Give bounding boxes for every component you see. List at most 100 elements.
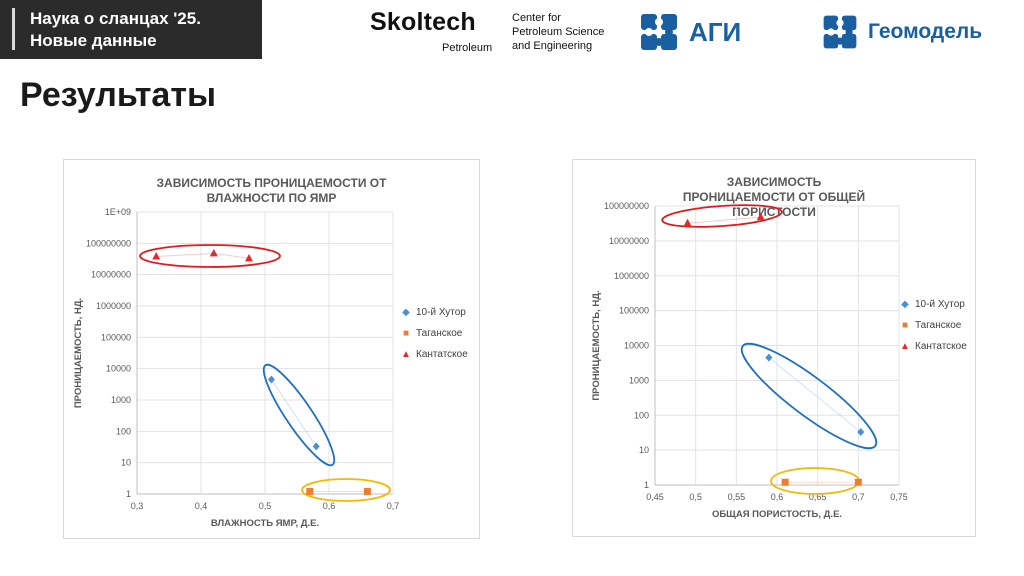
chart-2-legend: ◆ 10-й Хутор ■ Таганское ▲ Кантатское [899,294,967,357]
data-point-triangle [209,248,218,257]
banner-line-1: Наука о сланцах '25. [30,9,201,28]
x-tick-label: 0,3 [131,501,144,511]
legend-item: ■ Таганское [400,323,468,344]
skoltech-center-text: Center for Petroleum Science and Enginee… [512,11,604,53]
event-banner: Наука о сланцах '25. Новые данные [0,0,262,59]
chart-1-plot: 1 10 100 1000 10000 100000 1000000 10000000 1000… [73,207,400,529]
y-tick-label: 10000000 [91,270,131,280]
y-tick-label: 1000000 [614,271,649,281]
x-tick-label: 0,4 [195,501,208,511]
skoltech-sub: Petroleum [442,42,493,54]
banner-accent-bar [12,8,15,50]
diamond-marker-icon: ◆ [402,307,410,318]
legend-item: ■ Таганское [899,315,967,336]
y-tick-label: 10 [121,458,131,468]
data-point-diamond [267,375,275,384]
x-tick-label: 0,45 [646,492,664,502]
chart-panel-moisture: ЗАВИСИМОСТЬ ПРОНИЦАЕМОСТИ ОТ ВЛАЖНОСТИ П… [63,159,480,539]
trend-line [156,252,250,259]
y-tick-label: 1000000 [96,301,131,311]
group-ellipse-red [139,244,281,268]
y-tick-label: 10000000 [609,236,649,246]
trend-line [768,357,862,433]
chart-2-plot: 1 10 100 1000 10000 100000 1000000 10000000 1000… [591,201,908,520]
legend-item: ▲ Кантатское [899,336,967,357]
legend-label: Таганское [915,320,962,331]
legend-label: 10-й Хутор [915,299,965,310]
y-tick-label: 1000 [629,375,649,385]
x-tick-label: 0,7 [852,492,865,502]
y-tick-label: 1000 [111,395,131,405]
legend-label: 10-й Хутор [416,307,466,318]
x-tick-label: 0,7 [387,501,400,511]
group-ellipse-yellow [301,478,391,502]
data-point-square [363,488,371,496]
data-point-diamond [765,353,773,362]
y-axis-title: ПРОНИЦАЕМОСТЬ, НД. [73,298,84,408]
x-axis-title: ВЛАЖНОСТЬ ЯМР, Д.Е. [211,518,319,529]
data-point-triangle [245,253,253,262]
x-tick-label: 0,65 [809,492,827,502]
geomodel-name: Геомодель [868,20,983,43]
agi-puzzle-icon [641,14,677,50]
geomodel-puzzle-icon [823,15,857,49]
legend-item: ▲ Кантатское [400,344,468,365]
data-point-triangle [152,252,161,260]
square-marker-icon: ■ [402,328,410,339]
trend-line [687,216,761,224]
skoltech-name: Skoltech [370,8,476,36]
chart-1-legend: ◆ 10-й Хутор ■ Таганское ▲ Кантатское [400,302,468,365]
y-tick-label: 1 [644,480,649,490]
square-marker-icon: ■ [901,320,909,331]
y-axis-title: ПРОНИЦАЕМОСТЬ, НД. [591,290,602,400]
data-point-triangle [683,218,692,227]
triangle-marker-icon: ▲ [401,349,411,360]
y-tick-label: 1E+09 [105,207,131,217]
x-tick-label: 0,5 [689,492,702,502]
legend-item: ◆ 10-й Хутор [899,294,967,315]
y-tick-label: 10 [639,445,649,455]
triangle-marker-icon: ▲ [900,341,910,352]
chart-panel-porosity: ЗАВИСИМОСТЬ ПРОНИЦАЕМОСТИ ОТ ОБЩЕЙ ПОРИС… [572,159,976,537]
x-tick-label: 0,55 [728,492,746,502]
skoltech-center-line-2: Petroleum Science [512,26,605,38]
x-tick-label: 0,6 [323,501,336,511]
skoltech-center-line-1: Center for [512,12,561,24]
y-tick-label: 100 [634,410,649,420]
x-tick-label: 0,5 [259,501,272,511]
banner-line-2: Новые данные [30,31,157,50]
x-tick-label: 0,75 [890,492,908,502]
y-tick-label: 100000 [619,306,649,316]
y-tick-label: 10000 [624,341,649,351]
skoltech-center-line-3: and Engineering [512,40,593,52]
y-tick-label: 10000 [106,364,131,374]
legend-item: ◆ 10-й Хутор [400,302,468,323]
group-ellipse-red [661,204,783,228]
x-tick-label: 0,6 [771,492,784,502]
legend-label: Кантатское [915,341,967,352]
legend-label: Кантатское [416,349,468,360]
chart-1-title: ЗАВИСИМОСТЬ ПРОНИЦАЕМОСТИ ОТ ВЛАЖНОСТИ П… [156,176,387,205]
trend-line [270,379,317,447]
data-point-square [306,488,314,496]
agi-name: АГИ [689,16,742,47]
y-tick-label: 100000 [101,332,131,342]
skoltech-logo: Skoltech Petroleum Center for Petroleum … [370,8,620,58]
data-point-diamond [857,428,865,437]
data-point-triangle [756,212,765,221]
chart-2-title: ЗАВИСИМОСТЬ ПРОНИЦАЕМОСТИ ОТ ОБЩЕЙ ПОРИС… [682,175,866,219]
data-point-diamond [312,442,320,451]
y-tick-label: 100000000 [86,238,131,248]
group-ellipse-blue [740,342,878,450]
diamond-marker-icon: ◆ [901,299,909,310]
data-point-square [854,478,862,486]
data-point-square [781,478,789,486]
x-axis-title: ОБЩАЯ ПОРИСТОСТЬ, Д.Е. [712,509,842,520]
y-tick-label: 100 [116,426,131,436]
y-tick-label: 100000000 [604,201,649,211]
geomodel-logo: Геомодель [820,10,982,54]
y-tick-label: 1 [126,489,131,499]
agi-logo: АГИ [637,10,741,54]
group-ellipse-blue [262,363,336,467]
page-title: Результаты [20,76,217,114]
